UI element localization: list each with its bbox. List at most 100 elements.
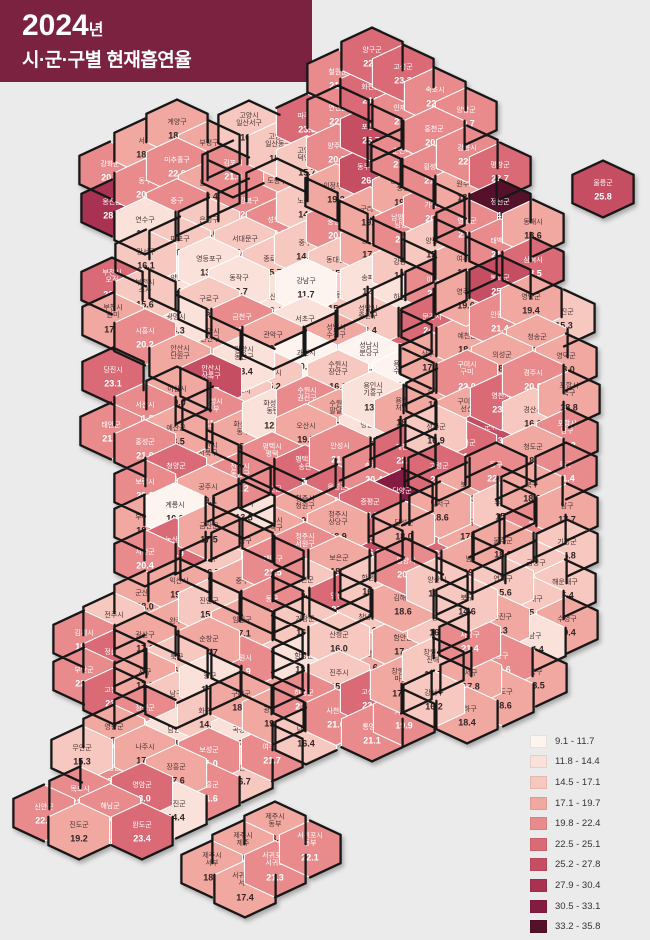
hex-label: 김포시 <box>223 159 242 167</box>
hex-label: 울릉군 <box>593 179 613 187</box>
hex-label: 고령군 <box>429 462 449 470</box>
hex-value: 24.5 <box>362 96 380 106</box>
hex-value: 17.1 <box>233 629 251 639</box>
hex-value: 24.5 <box>361 511 379 521</box>
hex-value: 9.6 <box>300 362 313 372</box>
hex-value: 20.4 <box>168 210 186 220</box>
hex-value: 12.2 <box>264 421 282 431</box>
hex-value: 18.6 <box>394 607 412 617</box>
hex-label: 밀양시 <box>396 557 415 565</box>
hex-label: 삼척시 <box>523 255 542 264</box>
hex-value: 21.4 <box>102 434 120 444</box>
hex-label: 속초시 <box>425 86 444 94</box>
hex-value: 21.6 <box>200 794 218 804</box>
hex-value: 20.0 <box>524 382 542 392</box>
hex-label: 평택시 평택 <box>262 442 281 459</box>
hex-value: 14.6 <box>458 607 476 617</box>
hex-label: 화성시 서부 <box>203 397 222 414</box>
hex-label: 양주시 <box>327 142 346 150</box>
hex-label: 함안군 <box>393 633 413 642</box>
hex-value: 23.4 <box>133 834 151 844</box>
hex-value: 19.9 <box>395 721 413 731</box>
hex-value: 18.1 <box>330 567 348 577</box>
hex-value: 25.8 <box>594 192 612 202</box>
hex-value: 20.4 <box>365 475 383 485</box>
hex-value: 21.2 <box>231 484 249 494</box>
hex-label: 서산시 <box>135 400 154 409</box>
hex-value: 22.1 <box>35 816 53 826</box>
hex-label: 화순군 <box>198 707 218 715</box>
hex-label: 단양군 <box>392 486 412 495</box>
hex-label: 수원시 팔달구 <box>329 399 349 416</box>
hex-label: 중구 <box>171 197 184 205</box>
hex-label: 통영시 <box>362 722 381 731</box>
hex-label: 의성군 <box>492 350 512 359</box>
hex-value: 18.6 <box>524 231 542 241</box>
legend-label: 22.5 - 25.1 <box>555 838 601 850</box>
hex-label: 계룡시 <box>165 500 184 509</box>
hex-value: 14.4 <box>167 813 185 823</box>
hex-label: 김해시 <box>393 593 412 602</box>
hex-label: 도봉구 <box>267 177 287 185</box>
hex-label: 청도군 <box>523 443 543 451</box>
hex-label: 포항시 북구 <box>559 381 578 398</box>
hex-label: 성남시 분당구 <box>359 341 379 358</box>
hex-value: 23.0 <box>133 794 151 804</box>
hex-label: 익산시 <box>169 576 188 585</box>
hex-value: 22.4 <box>487 474 505 484</box>
hex-label: 구미시 구미 <box>457 360 476 377</box>
hex-label: 금산군 <box>199 521 219 530</box>
hex-value: 20.7 <box>425 138 443 148</box>
hex-label: 동구 <box>530 668 543 676</box>
hex-label: 중구 <box>236 577 249 585</box>
hex-label: 구미시 선산 <box>457 397 476 414</box>
hex-label: 수영구 <box>557 614 577 623</box>
page-title: 시·군·구별 현재흡연율 <box>22 49 192 71</box>
hex-label: 철원군 <box>328 67 348 76</box>
hex-label: 당진시 <box>103 365 122 374</box>
hex-value: 22.1 <box>301 853 319 863</box>
hex-label: 관악구 <box>263 330 283 339</box>
hex-label: 증평군 <box>360 497 380 506</box>
hex-value: 18.0 <box>524 456 542 466</box>
legend-row: 27.9 - 30.4 <box>530 875 600 896</box>
hex-label: 광명시 <box>166 312 185 321</box>
legend-label: 25.2 - 27.8 <box>555 859 601 871</box>
hex-value: 18.5 <box>527 681 545 691</box>
hex-label: 구리시 <box>360 204 379 213</box>
hex-value: 17.1 <box>422 363 440 373</box>
hex-label: 미추홀구 <box>164 155 190 164</box>
hex-value: 25.7 <box>362 136 380 146</box>
legend-row: 30.5 - 33.1 <box>530 896 600 917</box>
hex-value: 17.6 <box>104 325 122 335</box>
legend-row: 19.8 - 22.4 <box>530 813 600 834</box>
hex-value: 19.1 <box>199 496 217 506</box>
hex-label: 진주시 <box>329 668 348 677</box>
hex-value: 12.2 <box>362 287 380 297</box>
hex-label: 전주시 <box>104 610 123 619</box>
hex-label: 울진군 <box>554 307 574 316</box>
hex-value: 15.3 <box>555 321 573 331</box>
hex-value: 23.9 <box>298 125 316 135</box>
hex-label: 오산시 <box>296 421 315 430</box>
hex-value: 23.5 <box>524 269 542 279</box>
hex-value: 19.3 <box>296 516 314 526</box>
hex-value: 28.6 <box>103 211 121 221</box>
legend-swatch <box>530 817 547 831</box>
hex-label: 화성시 동탄 <box>263 399 282 416</box>
hex-value: 20.5 <box>328 155 346 165</box>
hex-label: 보성군 <box>199 745 219 754</box>
title-year-text: 2024 <box>22 9 89 42</box>
hex-value: 18.6 <box>457 193 475 203</box>
hex-value: 17.5 <box>200 535 218 545</box>
hex-label: 합천군 <box>361 573 381 582</box>
hex-value: 22.0 <box>458 157 476 167</box>
hex-value: 14.7 <box>199 720 217 730</box>
hex-label: 영천시 <box>491 391 510 400</box>
hex-label: 군산시 <box>135 588 154 597</box>
hex-label: 예산군 <box>166 423 186 432</box>
hex-value: 20.7 <box>457 119 475 129</box>
hex-value: 21.9 <box>224 172 242 182</box>
hex-value: 20.5 <box>136 190 154 200</box>
